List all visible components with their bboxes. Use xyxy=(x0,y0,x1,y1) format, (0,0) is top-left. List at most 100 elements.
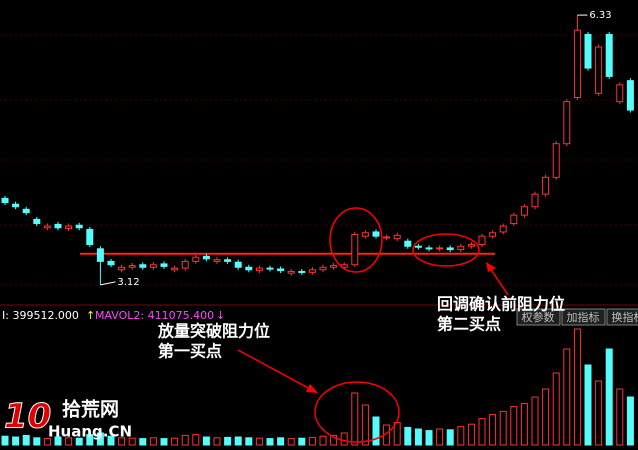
candle-body xyxy=(383,236,391,239)
candle-body xyxy=(234,261,242,268)
candle-body xyxy=(510,214,518,225)
candle-body xyxy=(531,193,539,208)
candle-body xyxy=(520,206,528,216)
indicator-arrow: ↑ xyxy=(86,309,95,322)
candle-body xyxy=(595,46,603,94)
volume-bar xyxy=(467,423,475,446)
volume-bar xyxy=(340,432,348,446)
tab xyxy=(606,308,638,326)
volume-bar xyxy=(414,428,422,446)
logo-domain: Huang.CN xyxy=(48,423,132,441)
candle-body xyxy=(192,256,200,262)
volume-bar xyxy=(75,437,83,446)
candle-body xyxy=(436,247,444,250)
candle-body xyxy=(202,255,210,260)
candle-body xyxy=(499,225,507,233)
candle-body xyxy=(457,245,465,251)
candle-body xyxy=(298,270,306,273)
tab xyxy=(561,308,606,326)
candle-body xyxy=(414,245,422,248)
volume-bar xyxy=(234,436,242,446)
candle-body xyxy=(160,263,168,267)
volume-bar xyxy=(107,435,115,446)
volume-bar xyxy=(361,404,369,446)
candle-body xyxy=(605,33,613,77)
volume-bar xyxy=(213,437,221,446)
annotation: 第二买点 xyxy=(437,315,501,334)
annotation: 第一买点 xyxy=(158,342,222,361)
annotation: 放量突破阻力位 xyxy=(157,322,270,341)
volume-bar xyxy=(86,434,94,446)
candle-body xyxy=(425,247,433,250)
volume-bar xyxy=(171,437,179,446)
volume-bar xyxy=(563,348,571,446)
volume-bar xyxy=(478,418,486,446)
volume-bar xyxy=(255,437,263,446)
volume-bar xyxy=(446,429,454,446)
candle-body xyxy=(563,101,571,145)
candle-body xyxy=(330,265,338,268)
candle-body xyxy=(139,264,147,268)
candle-body xyxy=(1,197,9,204)
volume-bar xyxy=(595,380,603,446)
tabs: 权参数加指标换指标 xyxy=(516,308,638,326)
candle-body xyxy=(224,259,232,262)
volume-bar xyxy=(330,434,338,446)
candle-body xyxy=(372,231,380,237)
volume-bar xyxy=(224,436,232,446)
marks: 6.33 3.12 xyxy=(1,10,634,446)
volume-bar xyxy=(118,437,126,446)
volume-bar xyxy=(457,426,465,446)
tab xyxy=(516,308,561,326)
volume-bar xyxy=(584,364,592,446)
arrow-head xyxy=(306,384,318,393)
indicator-arrow: ↓ xyxy=(216,309,225,322)
candle-body xyxy=(96,248,104,262)
candle-body xyxy=(489,232,497,237)
candle-body xyxy=(393,234,401,240)
logo-text: 拾荒网 xyxy=(62,398,119,421)
volume-bar xyxy=(128,437,136,446)
candle-body xyxy=(287,270,295,274)
candle-body xyxy=(171,267,179,271)
candle-body xyxy=(626,80,634,111)
candle-body xyxy=(149,264,157,268)
indicator-2: MAVOL2: 411075.400 xyxy=(95,309,214,322)
volume-bar xyxy=(33,437,41,446)
volume-bar xyxy=(489,414,497,446)
volume-bar xyxy=(12,436,20,446)
candle-body xyxy=(107,260,115,266)
candle-body xyxy=(361,232,369,237)
high-label: 6.33 xyxy=(589,10,611,21)
volume-bar xyxy=(160,438,168,446)
volume-bar xyxy=(1,435,9,446)
candle-body xyxy=(54,223,62,229)
candle-body xyxy=(542,176,550,195)
candle-body xyxy=(255,267,263,272)
candle-body xyxy=(22,208,30,214)
candle-body xyxy=(573,29,581,98)
volume-bar xyxy=(616,388,624,446)
volume-bar xyxy=(287,438,295,446)
volume-bar xyxy=(245,437,253,446)
arrow-head xyxy=(486,262,496,272)
volume-bar xyxy=(65,437,73,446)
volume-bar xyxy=(605,348,613,446)
volume-bar xyxy=(202,436,210,446)
volume-bar xyxy=(436,428,444,446)
candle-body xyxy=(245,266,253,271)
low-label: 3.12 xyxy=(117,277,139,288)
volume-bar xyxy=(351,392,359,446)
candle-body xyxy=(86,228,94,246)
volume-bar xyxy=(266,438,274,446)
candle-body xyxy=(351,233,359,266)
volume-bar xyxy=(96,432,104,446)
candle-body xyxy=(616,84,624,103)
volume-bar xyxy=(298,437,306,446)
candle-body xyxy=(33,218,41,225)
volume-bar xyxy=(308,436,316,446)
low-pointer xyxy=(100,281,116,286)
candle-body xyxy=(308,269,316,273)
volume-bar xyxy=(531,396,539,446)
volume-bar xyxy=(149,437,157,446)
